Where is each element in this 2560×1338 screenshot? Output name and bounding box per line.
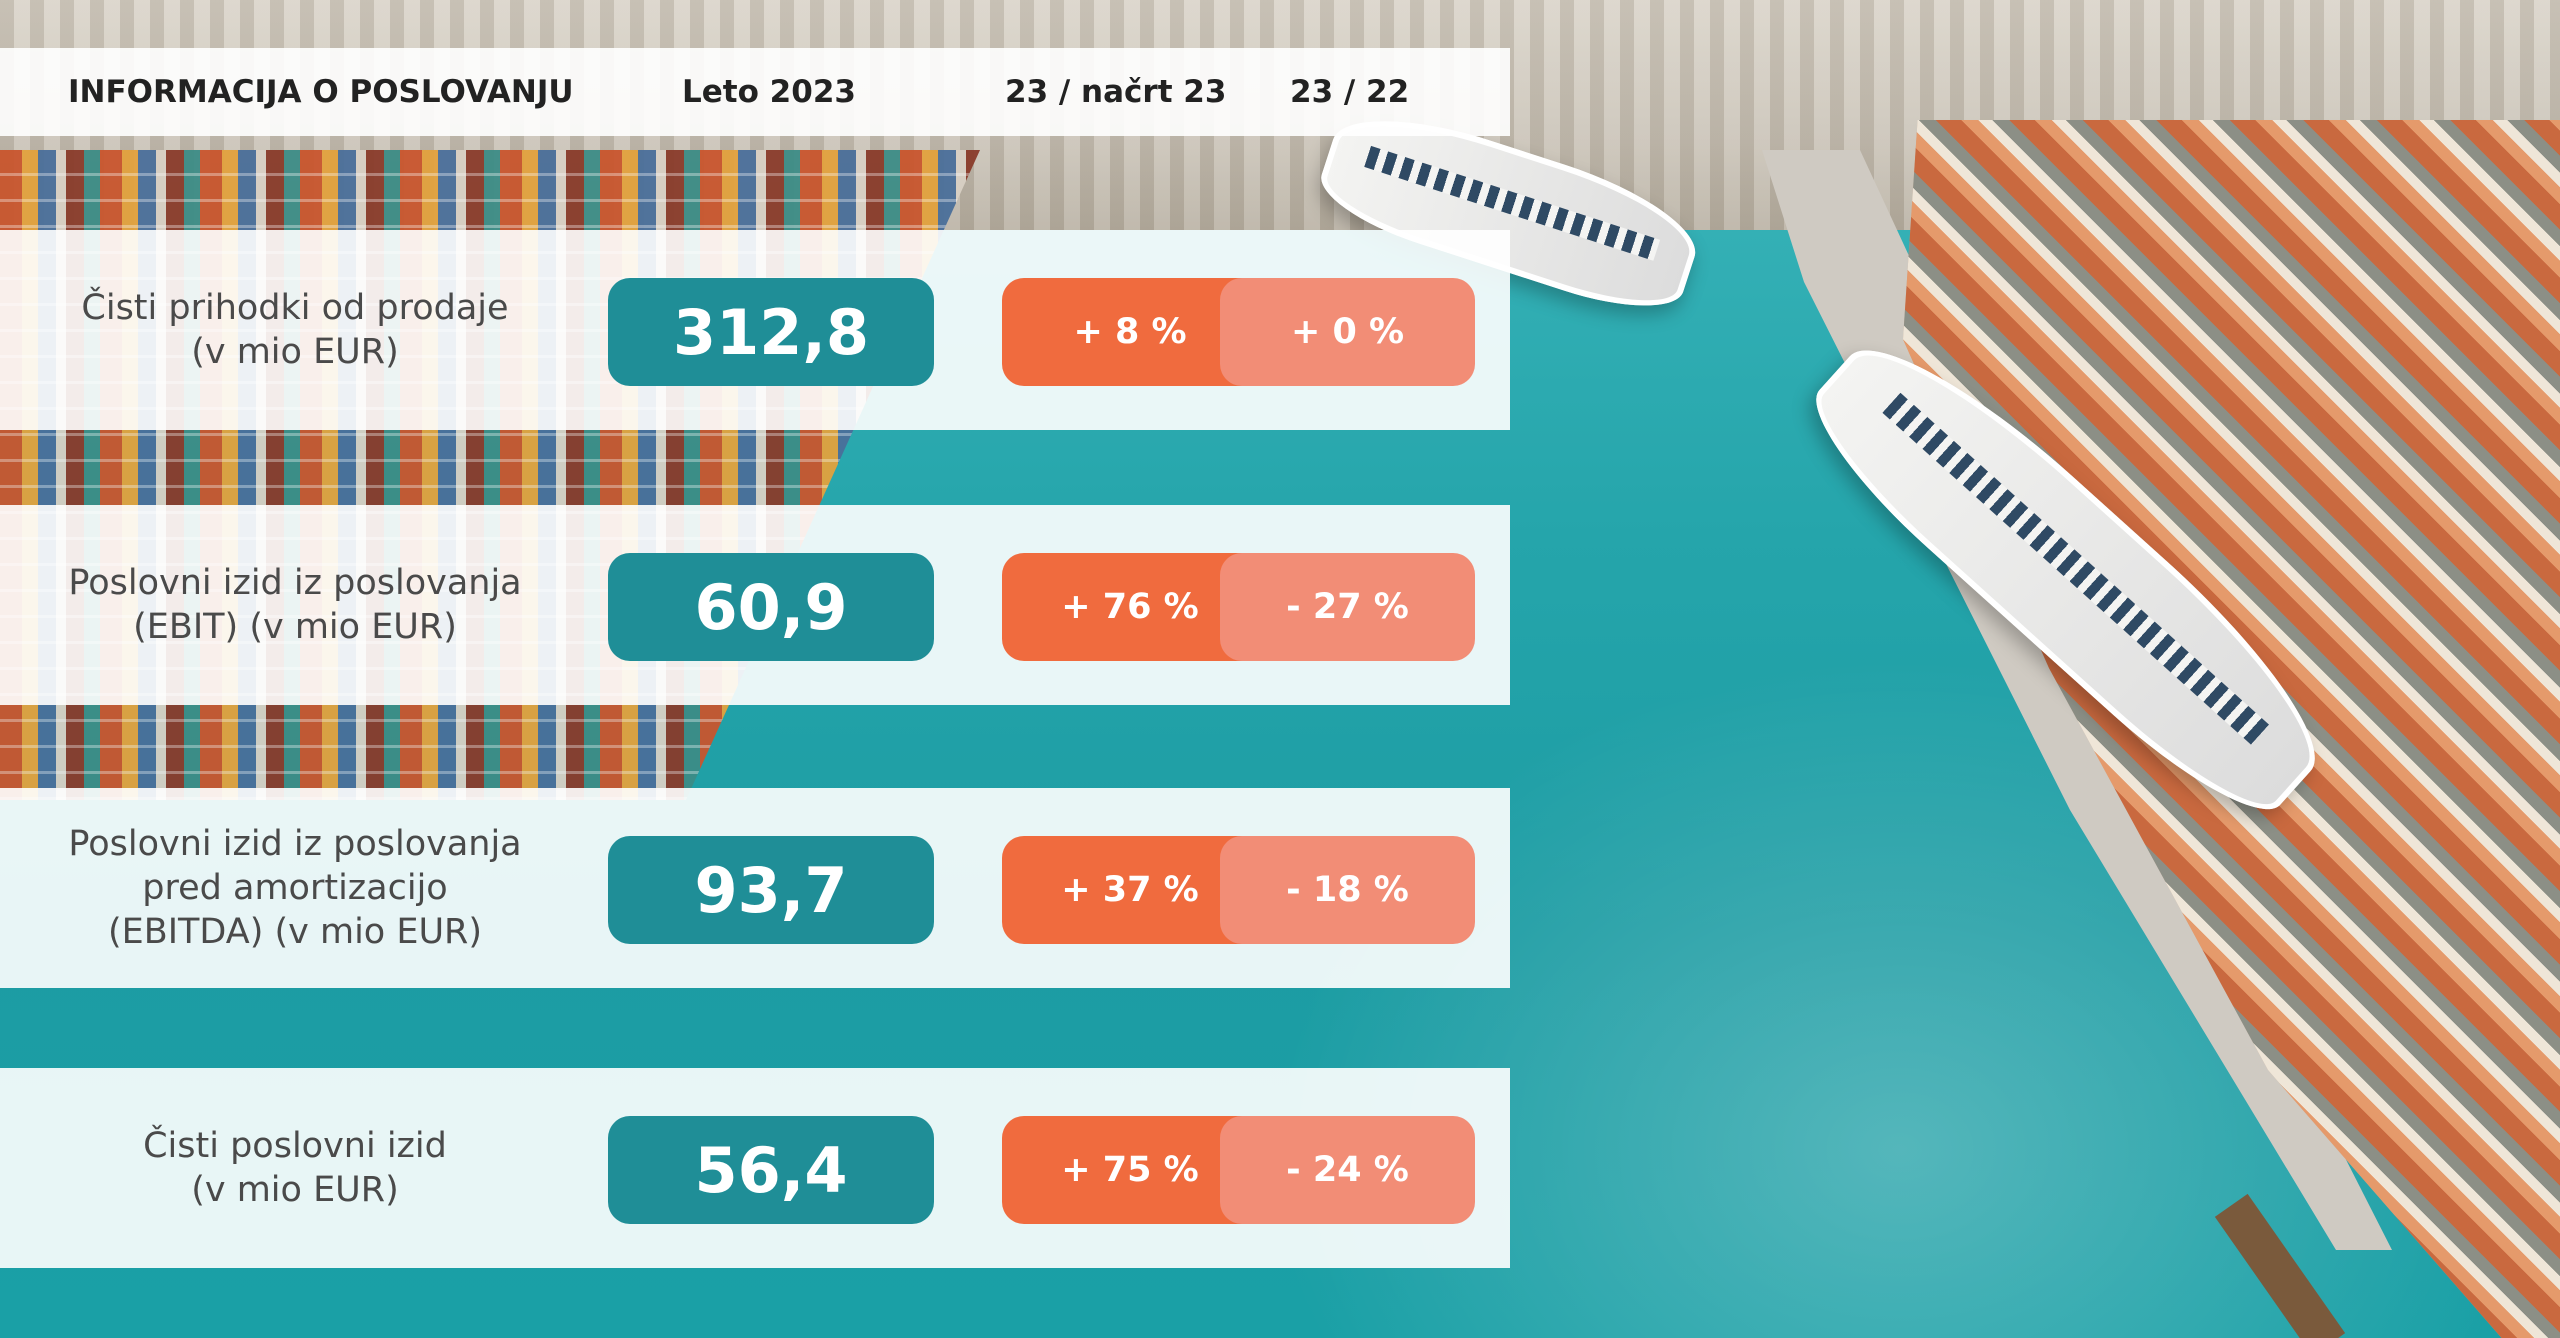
kpi-value: 312,8 xyxy=(608,278,934,386)
kpi-value: 56,4 xyxy=(608,1116,934,1224)
header-title: INFORMACIJA O POSLOVANJU xyxy=(68,74,574,110)
kpi-label-line: Poslovni izid iz poslovanja xyxy=(68,563,522,603)
header-vs-plan: 23 / načrt 23 xyxy=(1005,74,1227,110)
kpi-label-line: Poslovni izid iz poslovanja xyxy=(68,824,522,864)
kpi-label: Poslovni izid iz poslovanja (EBIT) (v mi… xyxy=(40,505,550,705)
kpi-vs-previous-year: + 0 % xyxy=(1220,278,1475,386)
header-year: Leto 2023 xyxy=(682,74,856,110)
header-vs-previous-year: 23 / 22 xyxy=(1290,74,1410,110)
kpi-vs-previous-year: - 27 % xyxy=(1220,553,1475,661)
kpi-label-line: Čisti prihodki od prodaje xyxy=(81,288,509,328)
kpi-row-ebitda: Poslovni izid iz poslovanja pred amortiz… xyxy=(0,788,1510,988)
kpi-row-ebit: Poslovni izid iz poslovanja (EBIT) (v mi… xyxy=(0,505,1510,705)
kpi-vs-plan: + 75 % xyxy=(1002,1116,1258,1224)
table-header: INFORMACIJA O POSLOVANJU Leto 2023 23 / … xyxy=(0,48,1510,136)
kpi-vs-plan: + 37 % xyxy=(1002,836,1258,944)
kpi-label-line: pred amortizacijo xyxy=(142,868,448,908)
kpi-vs-plan: + 8 % xyxy=(1002,278,1258,386)
kpi-vs-previous-year: - 18 % xyxy=(1220,836,1475,944)
kpi-label-line: (EBITDA) (v mio EUR) xyxy=(107,912,483,952)
kpi-label: Čisti poslovni izid (v mio EUR) xyxy=(40,1068,550,1268)
kpi-label-line: (v mio EUR) xyxy=(191,1170,399,1210)
kpi-label-line: Čisti poslovni izid xyxy=(143,1126,447,1166)
kpi-vs-plan: + 76 % xyxy=(1002,553,1258,661)
kpi-row-net-profit: Čisti poslovni izid (v mio EUR) 56,4 + 7… xyxy=(0,1068,1510,1268)
kpi-label: Poslovni izid iz poslovanja pred amortiz… xyxy=(40,788,550,988)
kpi-label-line: (EBIT) (v mio EUR) xyxy=(133,607,457,647)
kpi-label-line: (v mio EUR) xyxy=(191,332,399,372)
kpi-row-net-sales: Čisti prihodki od prodaje (v mio EUR) 31… xyxy=(0,230,1510,430)
kpi-value: 60,9 xyxy=(608,553,934,661)
kpi-vs-previous-year: - 24 % xyxy=(1220,1116,1475,1224)
kpi-value: 93,7 xyxy=(608,836,934,944)
kpi-label: Čisti prihodki od prodaje (v mio EUR) xyxy=(40,230,550,430)
